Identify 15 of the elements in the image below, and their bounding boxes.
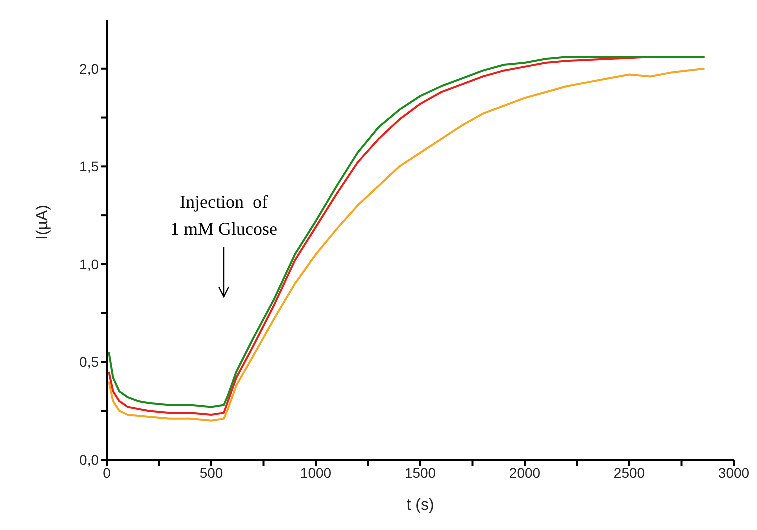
annotation: Injection of 1 mM Glucose (170, 192, 278, 239)
x-tick-label: 0 (103, 464, 112, 481)
y-tick-label: 1,0 (80, 256, 100, 272)
x-tick-label: 2000 (509, 464, 541, 481)
x-tick-label: 1500 (404, 464, 436, 481)
y-tick-label: 0,5 (80, 354, 100, 370)
y-tick-label: 0,0 (80, 452, 100, 468)
y-axis-title: I(µA) (34, 205, 52, 240)
x-tick-label: 3000 (718, 464, 750, 481)
y-tick-label: 1,5 (80, 158, 100, 175)
x-axis-title: t (s) (406, 497, 434, 514)
y-tick-label: 2,0 (80, 60, 100, 77)
x-tick-label: 2500 (614, 464, 646, 481)
x-tick-label: 1000 (300, 464, 332, 481)
x-tick-label: 500 (200, 464, 224, 481)
